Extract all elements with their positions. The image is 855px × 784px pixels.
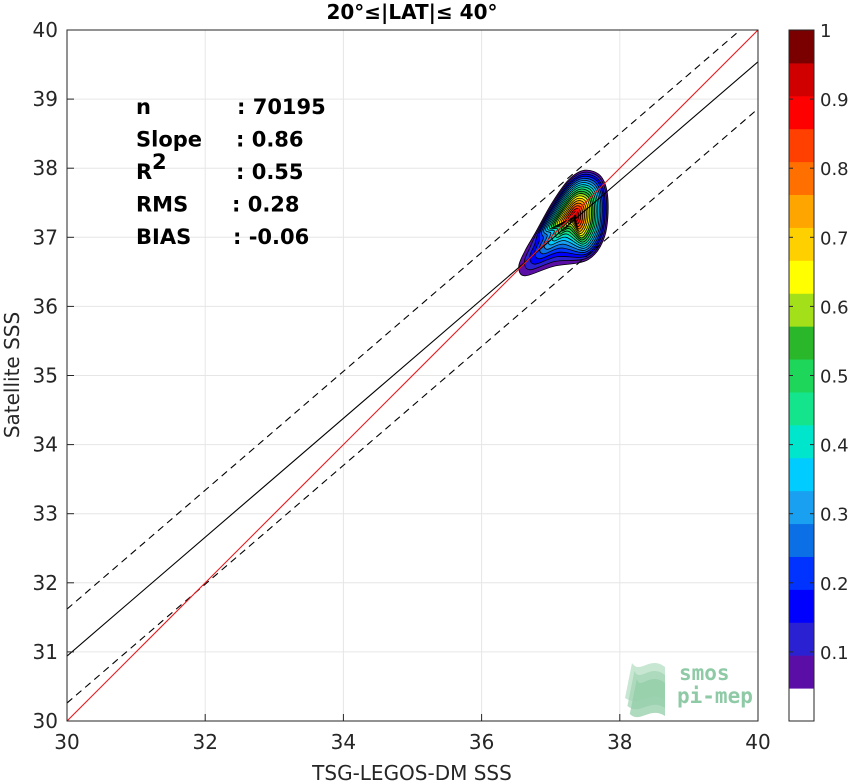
y-tick-label: 36	[33, 294, 58, 318]
stat-value-bias: : -0.06	[233, 225, 309, 249]
chart-title: 20°≤|LAT|≤ 40°	[326, 0, 497, 24]
colorbar-segment	[789, 688, 814, 722]
colorbar-segment	[789, 95, 814, 130]
stat-superscript: 2	[152, 150, 167, 174]
colorbar-segment	[789, 128, 814, 163]
x-tick-label: 40	[745, 730, 770, 754]
colorbar-segment	[789, 424, 814, 459]
y-tick-label: 31	[33, 640, 58, 664]
logo-text-pi-mep: pi-mep	[677, 684, 753, 708]
colorbar-tick-label: 0.9	[820, 90, 849, 111]
colorbar-segment	[789, 359, 814, 393]
y-tick-label: 33	[33, 502, 58, 526]
stat-label-n: n	[136, 95, 151, 119]
colorbar-segment	[789, 523, 814, 557]
colorbar-segment	[789, 556, 814, 590]
x-axis-label: TSG-LEGOS-DM SSS	[311, 761, 512, 784]
y-tick-label: 37	[33, 225, 58, 249]
colorbar-segment	[789, 194, 814, 228]
y-tick-label: 34	[33, 433, 58, 457]
reference-lines	[67, 30, 758, 721]
logo-wave-shape	[629, 679, 665, 718]
colorbar-tick-label: 0.8	[820, 159, 849, 180]
stat-value-r: : 0.55	[236, 160, 304, 184]
x-axis-ticks: 30 32 34 36 38 40	[54, 714, 771, 754]
y-tick-label: 32	[33, 571, 58, 595]
colorbar-segment	[789, 326, 814, 360]
x-tick-label: 30	[54, 730, 79, 754]
colorbar-tick-label: 0.5	[820, 367, 849, 388]
x-tick-label: 34	[331, 730, 356, 754]
colorbar-segment	[789, 161, 814, 196]
colorbar-tick-label: 1	[820, 21, 831, 42]
stat-label-rms: RMS	[136, 193, 188, 217]
colorbar-segment	[789, 227, 814, 261]
density-contour-100	[573, 214, 577, 219]
x-tick-label: 36	[469, 730, 494, 754]
x-tick-label: 38	[607, 730, 632, 754]
colorbar-segment	[789, 62, 814, 97]
identity-line	[67, 30, 758, 721]
stat-value-n: : 70195	[237, 95, 326, 119]
stat-label-slope: Slope	[136, 128, 202, 152]
colorbar-tick-label: 0.1	[820, 643, 849, 664]
colorbar-segment	[789, 30, 814, 64]
y-tick-label: 39	[33, 87, 58, 111]
colorbar-segment	[789, 391, 814, 426]
colorbar-tick-label: 0.2	[820, 574, 849, 595]
lower-bound-line	[67, 108, 758, 704]
colorbar-segment	[789, 457, 814, 492]
y-tick-label: 30	[33, 709, 58, 733]
colorbar-tick-label: 0.6	[820, 297, 849, 318]
y-tick-label: 40	[33, 18, 58, 42]
upper-bound-line	[67, 30, 742, 610]
colorbar-tick-label: 0.3	[820, 505, 849, 526]
stats-box: n : 70195 Slope : 0.86 R 2 : 0.55 RMS : 0.28 BIAS…	[136, 95, 326, 249]
colorbar-segment	[789, 260, 814, 294]
y-axis-ticks: 30 31 32 33 34 35 36 37 38 39 40	[33, 18, 74, 733]
colorbar-segment	[789, 490, 814, 525]
colorbar-segment	[789, 622, 814, 656]
colorbar: 0.1 0.2 0.3 0.4 0.5 0.6 0.7 0.8 0.9 1	[788, 21, 849, 722]
grid	[66, 29, 759, 722]
colorbar-segment	[789, 293, 814, 327]
stat-label-bias: BIAS	[136, 225, 191, 249]
stat-value-rms: : 0.28	[232, 193, 300, 217]
stat-value-slope: : 0.86	[236, 128, 304, 152]
y-tick-label: 35	[33, 364, 58, 388]
y-axis-label: Satellite SSS	[0, 312, 24, 438]
colorbar-segment	[789, 589, 814, 623]
colorbar-tick-label: 0.4	[820, 436, 849, 457]
fit-line	[67, 61, 758, 657]
x-tick-label: 32	[192, 730, 217, 754]
colorbar-segment	[789, 655, 814, 689]
colorbar-tick-label: 0.7	[820, 228, 849, 249]
logo-text-smos: smos	[679, 661, 730, 685]
stat-label-r: R	[136, 160, 152, 184]
y-tick-label: 38	[33, 156, 58, 180]
